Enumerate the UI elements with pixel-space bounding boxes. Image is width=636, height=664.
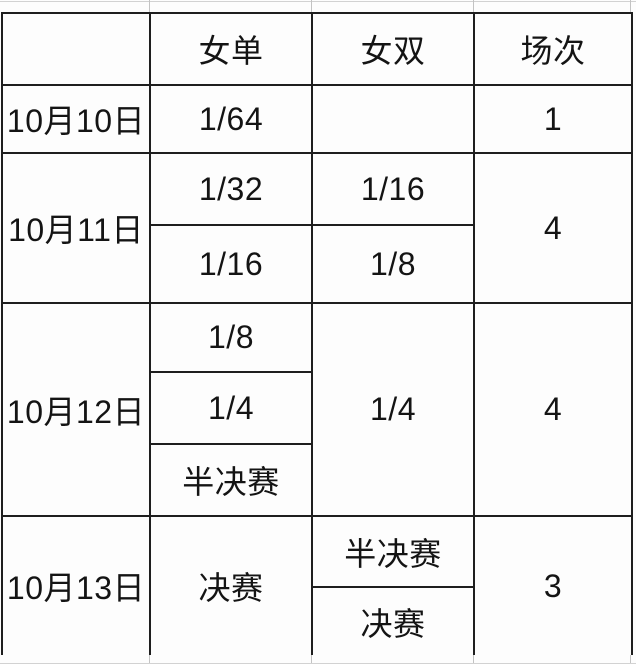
cell-oct11-sessions: 4 <box>473 152 633 304</box>
faint-grid-line <box>0 1 636 2</box>
cell-oct12-singles-3: 半决赛 <box>149 443 313 517</box>
cell-oct13-date: 10月13日 <box>1 515 151 657</box>
row-oct10: 10月10日 1/64 1 <box>1 84 633 154</box>
cell-oct11-singles-2: 1/16 <box>149 224 313 304</box>
cell-oct10-sessions: 1 <box>473 84 633 154</box>
cell-oct11-date: 10月11日 <box>1 152 151 304</box>
cutoff-row-top <box>0 0 636 12</box>
row-oct11-b: 1/16 1/8 <box>2 224 632 304</box>
cell-oct10-singles: 1/64 <box>149 84 313 154</box>
cutoff-row-bottom <box>0 655 636 664</box>
cell-oct13-doubles-2: 决赛 <box>311 586 475 657</box>
cell-oct13-singles: 决赛 <box>149 515 313 657</box>
cell-oct13-doubles-1: 半决赛 <box>311 515 475 588</box>
faint-grid-line <box>311 655 312 664</box>
cell-oct13-sessions: 3 <box>473 515 633 657</box>
cell-oct12-singles-2: 1/4 <box>149 371 313 445</box>
cell-oct10-doubles <box>311 84 475 154</box>
faint-grid-line <box>473 655 474 664</box>
faint-grid-line <box>473 0 474 12</box>
row-oct12-b: 1/4 <box>2 371 632 445</box>
faint-grid-line <box>630 0 631 12</box>
header-row: 女单 女双 场次 <box>1 12 633 86</box>
cell-oct11-doubles-1: 1/16 <box>311 152 475 226</box>
row-oct12-a: 10月12日 1/8 1/4 4 <box>1 302 633 517</box>
schedule-table: 女单 女双 场次 10月10日 1/64 1 10月11日 1/32 1/16 … <box>1 12 633 657</box>
header-womens-singles: 女单 <box>149 12 313 86</box>
faint-grid-line <box>311 0 312 12</box>
faint-grid-line <box>149 0 150 12</box>
faint-grid-line <box>630 655 631 664</box>
header-date <box>1 12 151 86</box>
cell-oct12-sessions: 4 <box>473 302 633 517</box>
cell-oct12-doubles: 1/4 <box>311 302 475 517</box>
header-womens-doubles: 女双 <box>311 12 475 86</box>
header-sessions: 场次 <box>473 12 633 86</box>
row-oct11-a: 10月11日 1/32 1/16 4 <box>1 152 633 304</box>
cell-oct11-doubles-2: 1/8 <box>311 224 475 304</box>
row-oct13-a: 10月13日 决赛 半决赛 3 <box>1 515 633 657</box>
cell-oct11-singles-1: 1/32 <box>149 152 313 226</box>
cell-oct10-date: 10月10日 <box>1 84 151 154</box>
row-oct12-c: 半决赛 <box>2 443 632 517</box>
cell-oct12-singles-1: 1/8 <box>149 302 313 373</box>
cell-oct12-date: 10月12日 <box>1 302 151 517</box>
faint-grid-line <box>149 655 150 664</box>
